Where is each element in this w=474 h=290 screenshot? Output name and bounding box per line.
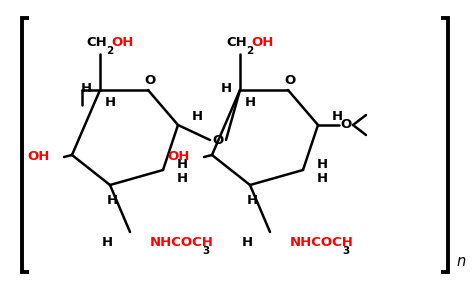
Text: O: O — [145, 73, 155, 86]
Text: 3: 3 — [342, 246, 349, 256]
Text: H: H — [317, 171, 328, 184]
Text: H: H — [104, 95, 116, 108]
Text: H: H — [177, 171, 188, 184]
Text: CH: CH — [86, 35, 107, 48]
Text: 2: 2 — [246, 46, 253, 56]
Text: H: H — [245, 95, 255, 108]
Text: H: H — [81, 81, 91, 95]
Text: H: H — [246, 195, 257, 208]
Text: NHCOCH: NHCOCH — [150, 235, 214, 249]
Text: n: n — [456, 255, 465, 269]
Text: 3: 3 — [202, 246, 209, 256]
Text: H: H — [177, 157, 188, 171]
Text: OH: OH — [111, 35, 133, 48]
Text: O: O — [212, 133, 224, 146]
Text: OH: OH — [27, 151, 50, 164]
Text: H: H — [317, 157, 328, 171]
Text: H: H — [101, 235, 112, 249]
Text: O: O — [340, 119, 352, 131]
Text: H: H — [192, 110, 203, 124]
Text: CH: CH — [226, 35, 247, 48]
Text: H: H — [241, 235, 253, 249]
Text: H: H — [220, 81, 232, 95]
Text: H: H — [332, 110, 343, 124]
Text: O: O — [284, 73, 296, 86]
Text: OH: OH — [168, 151, 190, 164]
Text: OH: OH — [251, 35, 273, 48]
Text: H: H — [107, 195, 118, 208]
Text: NHCOCH: NHCOCH — [290, 235, 354, 249]
Text: 2: 2 — [106, 46, 113, 56]
